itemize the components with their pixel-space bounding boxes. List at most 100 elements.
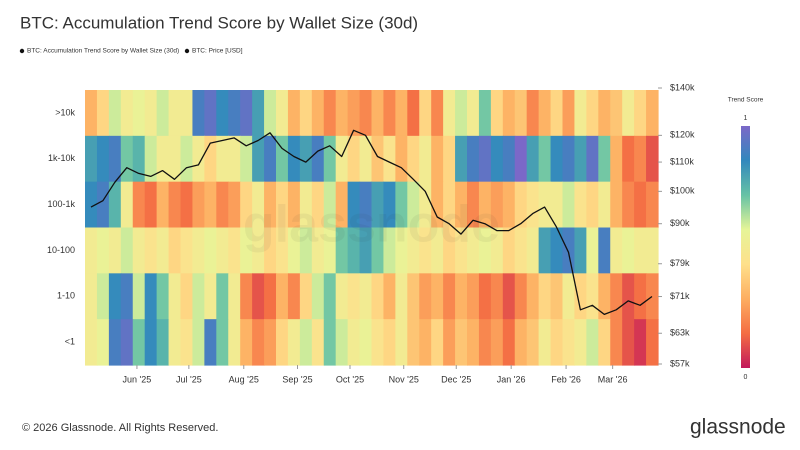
heat-cell [264, 273, 277, 320]
heat-cell [562, 181, 576, 229]
price-line [90, 129, 653, 316]
colorbar-tick-label: 1 [744, 115, 748, 122]
heat-cell [204, 227, 217, 274]
heat-cell [287, 90, 301, 137]
heat-cell [359, 181, 373, 229]
heat-cell [132, 319, 146, 366]
heat-cell [323, 319, 337, 366]
heat-cell [276, 319, 289, 366]
heat-cell [383, 135, 396, 183]
heat-cell [431, 135, 444, 183]
heat-cell [383, 227, 396, 274]
heat-cell [407, 273, 420, 320]
heat-cell [502, 319, 516, 366]
heat-cell [455, 273, 468, 320]
colorbar-tick-label: 0 [744, 374, 748, 381]
heat-cell [371, 319, 385, 366]
y2-tick-label: $140k [670, 82, 695, 92]
y2-tick-label: $79k [670, 258, 690, 268]
x-tick-label: Dec '25 [441, 374, 471, 384]
heat-cell [144, 135, 158, 183]
heat-cell [96, 227, 110, 274]
heat-cell [132, 90, 146, 137]
heat-cell [252, 181, 265, 229]
heat-cell [85, 319, 98, 366]
heat-cell [204, 181, 217, 229]
heat-cell [192, 135, 205, 183]
heat-cell [407, 227, 420, 274]
y2-tick-label: $100k [670, 186, 695, 196]
heat-cell [443, 181, 456, 229]
heat-cell [132, 135, 146, 183]
heat-cell [264, 227, 277, 274]
legend-marker [184, 48, 190, 54]
heat-cell [252, 227, 265, 274]
heat-cell [120, 273, 134, 320]
heat-cell [311, 319, 325, 366]
heat-cell [646, 181, 659, 229]
heat-cell [287, 227, 301, 274]
heat-cell [407, 181, 420, 229]
x-tick-label: Nov '25 [389, 374, 419, 384]
heat-cell [299, 319, 313, 366]
heat-cell [216, 227, 229, 274]
heat-cell [538, 227, 552, 274]
heat-cell [85, 135, 98, 183]
heat-cell [443, 227, 456, 274]
heat-cell [108, 273, 122, 320]
row-label: >10k [55, 107, 75, 117]
heat-cell [192, 273, 205, 320]
heat-cell [252, 135, 265, 183]
heat-cell [192, 319, 205, 366]
heat-cell [467, 135, 480, 183]
heat-cell [323, 227, 337, 274]
heat-cell [180, 90, 194, 137]
heat-cell [323, 135, 337, 183]
heat-cell [478, 227, 492, 274]
heat-cell [526, 135, 540, 183]
heat-cell [311, 273, 325, 320]
heat-cell [228, 90, 241, 137]
heat-cell [395, 181, 408, 229]
heat-cell [311, 135, 325, 183]
heat-cell [299, 135, 313, 183]
heat-cell [120, 227, 134, 274]
heat-cell [622, 273, 635, 320]
heat-cell [347, 227, 361, 274]
heat-cell [407, 135, 420, 183]
heat-cell [228, 135, 241, 183]
heat-cell [335, 181, 349, 229]
heat-cell [216, 319, 229, 366]
heat-cell [467, 273, 480, 320]
heat-cell [490, 227, 504, 274]
heat-cell [431, 273, 444, 320]
heat-cell [204, 90, 217, 137]
heat-cell [311, 181, 325, 229]
heat-cell [586, 319, 599, 366]
heat-cell [168, 181, 182, 229]
heat-cell [443, 135, 456, 183]
heat-cell [216, 181, 229, 229]
x-tick-label: Jul '25 [176, 374, 202, 384]
heat-cell [240, 273, 253, 320]
heat-cell [371, 227, 385, 274]
heat-cell [85, 227, 98, 274]
heat-cell [144, 90, 158, 137]
heat-cell [276, 135, 289, 183]
heat-cell [538, 135, 552, 183]
heat-cell [132, 227, 146, 274]
heat-cell [550, 135, 564, 183]
heat-cell [526, 90, 540, 137]
heat-cell [562, 273, 576, 320]
heat-cell [634, 273, 647, 320]
heat-cell [276, 273, 289, 320]
heat-cell [240, 227, 253, 274]
x-tick-label: Feb '26 [551, 374, 581, 384]
heat-cell [562, 227, 576, 274]
heat-cell [180, 181, 194, 229]
heat-cell [335, 273, 349, 320]
heat-cell [478, 273, 492, 320]
heat-cell [395, 319, 408, 366]
heat-cell [634, 135, 647, 183]
